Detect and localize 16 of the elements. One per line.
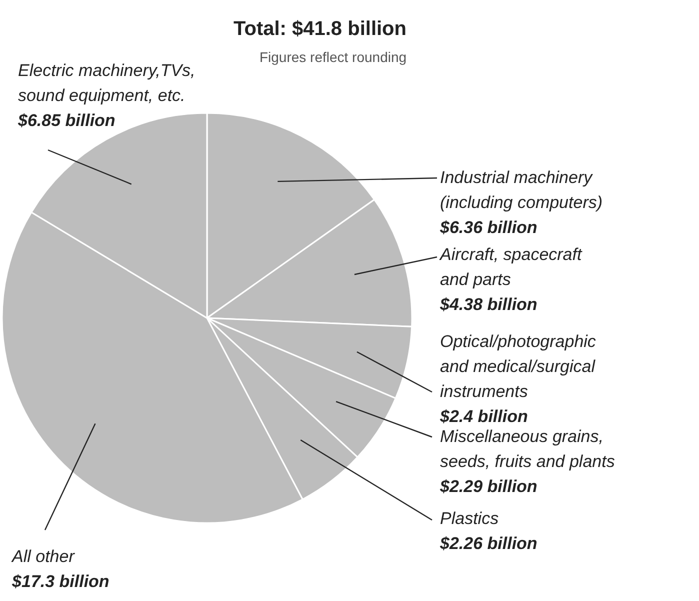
data-label: $17.3 billion <box>11 572 110 591</box>
data-label: $2.4 billion <box>439 407 528 426</box>
slice-label: Plastics <box>440 509 500 528</box>
data-label: $2.29 billion <box>439 477 538 496</box>
slice-label: All other <box>11 547 76 566</box>
chart-title: Total: $41.8 billion <box>234 18 406 40</box>
data-label: $4.38 billion <box>439 295 538 314</box>
chart-subtitle: Figures reflect rounding <box>259 49 407 65</box>
slice-label: Industrial machinery (including computers) <box>440 168 603 212</box>
data-label: $6.36 billion <box>439 218 538 237</box>
slice-label: Aircraft, spacecraft and parts <box>439 245 583 289</box>
slice-label: Optical/photographic and medical/surgical instruments <box>440 332 596 401</box>
slice-label: Electric machinery,TVs, sound equipment, etc. <box>18 61 196 105</box>
data-label: $2.26 billion <box>439 534 538 553</box>
slice-label: Miscellaneous grains, seeds, fruits and plants <box>440 427 616 471</box>
data-label: $6.85 billion <box>17 111 116 130</box>
